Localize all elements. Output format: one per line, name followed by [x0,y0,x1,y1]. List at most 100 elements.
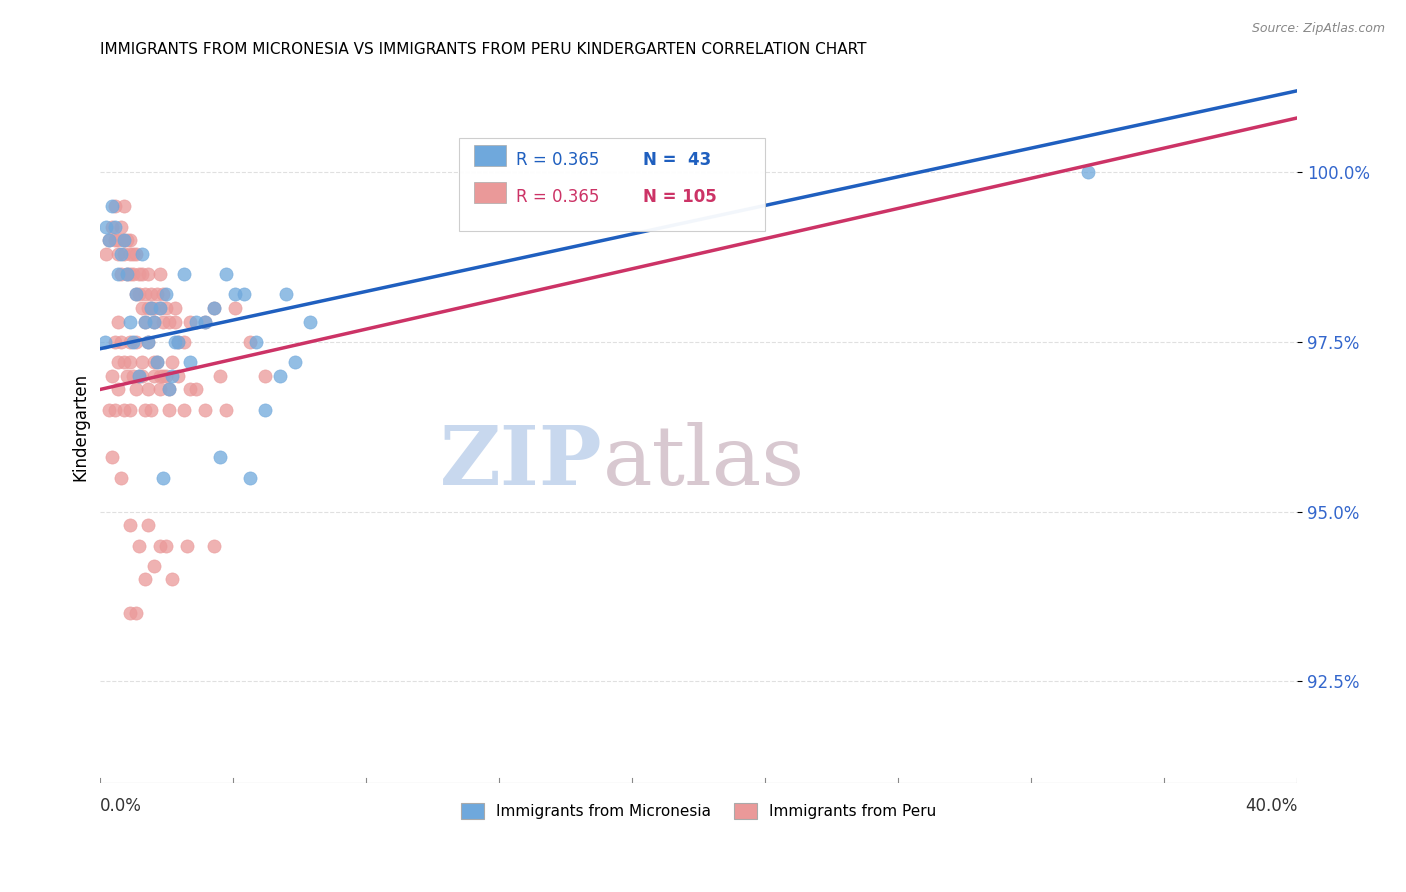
Point [110,219,132,234]
Point [215,267,238,281]
Point [141,301,163,315]
Point [141,287,163,301]
Point [136,301,159,315]
FancyBboxPatch shape [474,182,506,203]
Text: R = 0.365: R = 0.365 [516,151,599,169]
Point [112,246,135,260]
Point [152,470,174,484]
Point [149,383,172,397]
Point [98,402,121,417]
Point [149,368,172,383]
Point [136,518,159,533]
Text: R = 0.365: R = 0.365 [516,188,599,206]
Point [110,334,132,349]
Point [101,219,124,234]
Point [134,287,156,301]
Point [112,402,135,417]
Point [165,334,187,349]
Point [165,301,187,315]
Point [157,314,180,328]
Point [157,402,180,417]
Point [173,334,195,349]
Legend: Immigrants from Micronesia, Immigrants from Peru: Immigrants from Micronesia, Immigrants f… [456,797,942,825]
Point [152,287,174,301]
Point [149,301,172,315]
Point [143,368,166,383]
Point [98,233,121,247]
Point [117,267,139,281]
Point [165,314,187,328]
Point [107,355,129,369]
Point [131,301,153,315]
Point [128,368,150,383]
Y-axis label: Kindergarten: Kindergarten [72,373,89,481]
Point [194,314,217,328]
Point [245,334,267,349]
Point [149,267,172,281]
Point [160,355,183,369]
Point [224,301,246,315]
Point [98,233,121,247]
Point [134,314,156,328]
Point [112,233,135,247]
Point [143,314,166,328]
Point [239,470,262,484]
Point [298,314,321,328]
Point [128,287,150,301]
Point [167,368,190,383]
Point [194,402,217,417]
Point [143,301,166,315]
Point [157,383,180,397]
Point [239,334,262,349]
Point [233,287,256,301]
Point [173,402,195,417]
Point [120,267,142,281]
Point [120,334,142,349]
Point [120,518,142,533]
Point [122,246,145,260]
Point [155,287,177,301]
Point [176,539,198,553]
Point [179,355,201,369]
Point [107,246,129,260]
Point [143,314,166,328]
Point [128,539,150,553]
Point [122,368,145,383]
Point [101,199,124,213]
Point [107,233,129,247]
Point [141,402,163,417]
Point [134,314,156,328]
Point [125,334,148,349]
Point [120,233,142,247]
Point [107,383,129,397]
Point [131,368,153,383]
Point [110,470,132,484]
Point [167,334,190,349]
Point [155,368,177,383]
Point [141,301,163,315]
Point [184,383,207,397]
Point [134,402,156,417]
Point [112,199,135,213]
Point [202,301,225,315]
Point [253,402,276,417]
Point [167,334,190,349]
Point [104,233,127,247]
Point [117,267,139,281]
Point [120,607,142,621]
Point [101,450,124,465]
Point [96,246,118,260]
Point [128,267,150,281]
Point [117,233,139,247]
Point [110,246,132,260]
Point [152,314,174,328]
Point [134,573,156,587]
Point [224,287,246,301]
Point [215,402,238,417]
Point [157,383,180,397]
Point [149,301,172,315]
Point [104,334,127,349]
Point [160,573,183,587]
Point [208,368,231,383]
Point [136,334,159,349]
